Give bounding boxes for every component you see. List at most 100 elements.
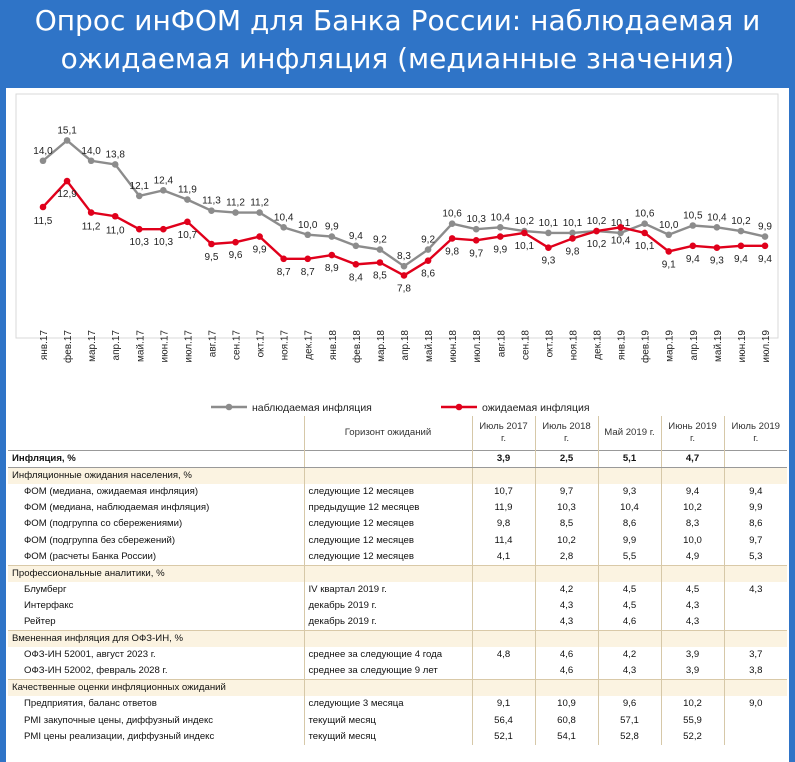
value-cell: 52,8 xyxy=(597,728,661,745)
series-1-point xyxy=(737,227,745,235)
row-label: Качественные оценки инфляционных ожидани… xyxy=(8,679,304,697)
value-cell: 4,3 xyxy=(534,613,598,631)
series-2-data-label: 9,6 xyxy=(229,250,243,261)
value-cell xyxy=(723,564,787,582)
value-cell: 4,3 xyxy=(723,581,787,598)
inflation-table: Горизонт ожиданий Июль 2017 г. Июль 2018 г… xyxy=(8,416,787,745)
value-cell: 4,2 xyxy=(597,647,661,664)
series-2-point xyxy=(328,251,336,259)
table-row: ОФЗ-ИН 52001, август 2023 г. среднее за с… xyxy=(8,647,787,664)
series-1-data-label: 10,6 xyxy=(442,209,462,220)
row-label: PMI цены реализации, диффузный индекс xyxy=(24,730,215,742)
series-2-point xyxy=(641,229,648,237)
x-tick-label: июн.17 xyxy=(159,330,170,363)
row-label: Вмененная инфляция для ОФЗ-ИН, % xyxy=(8,630,304,648)
value-cell: 10,9 xyxy=(534,696,598,713)
series-2-data-label: 9,4 xyxy=(734,254,748,265)
series-1-data-label: 14,0 xyxy=(33,146,53,157)
value-cell: 60,8 xyxy=(534,712,598,729)
series-2-data-label: 9,3 xyxy=(710,256,724,267)
series-1-data-label: 10,1 xyxy=(563,218,583,229)
series-1-data-label: 9,2 xyxy=(421,235,435,246)
row-label: Профессиональные аналитики, % xyxy=(8,564,304,582)
series-2-data-label: 10,4 xyxy=(611,235,631,246)
value-cell: 2,5 xyxy=(534,449,598,469)
x-tick-label: апр.18 xyxy=(400,330,411,361)
series-1-point xyxy=(496,224,504,231)
value-cell: 9,4 xyxy=(723,484,787,501)
series-line-1 xyxy=(42,138,766,268)
series-2-data-label: 12,9 xyxy=(57,189,77,200)
row-label: PMI закупочные цены, диффузный индекс xyxy=(24,714,214,726)
value-cell xyxy=(723,728,787,745)
value-cell: 4,3 xyxy=(660,613,724,631)
value-cell xyxy=(723,613,787,631)
value-cell: 8,6 xyxy=(723,516,787,533)
series-2-point xyxy=(280,255,287,263)
series-1-point xyxy=(376,246,384,253)
series-1-point xyxy=(713,224,721,231)
table-section-row: Качественные оценки инфляционных ожидани… xyxy=(8,679,787,697)
series-2-point xyxy=(472,237,480,244)
table-row: ФОМ (медиана, ожидаемая инфляция) следующ… xyxy=(8,484,787,501)
horizon-cell: следующие 12 месяцев xyxy=(303,484,472,501)
x-tick-label: янв.17 xyxy=(39,330,50,361)
series-2-data-label: 11,2 xyxy=(82,222,101,233)
value-cell xyxy=(534,564,598,582)
plot-area xyxy=(15,93,779,339)
table-section-row: Инфляционные ожидания населения, % xyxy=(8,467,787,485)
horizon-cell: следующие 12 месяцев xyxy=(303,548,472,566)
series-1-point xyxy=(135,192,143,200)
series-1-data-label: 10,0 xyxy=(298,220,318,231)
value-cell: 3,9 xyxy=(660,647,724,664)
series-2-point xyxy=(135,225,143,233)
series-1-data-label: 14,0 xyxy=(81,146,101,157)
series-2-point xyxy=(352,261,360,268)
series-1-point xyxy=(208,207,215,214)
table-row: ОФЗ-ИН 52002, февраль 2028 г. среднее за … xyxy=(8,663,787,680)
table-row: Рейтер декабрь 2019 г. 4,3 4,6 4,3 xyxy=(8,613,787,631)
series-2-point xyxy=(304,255,312,263)
series-1-data-label: 11,2 xyxy=(226,198,245,209)
series-1-point xyxy=(761,233,769,240)
value-cell xyxy=(723,449,787,469)
series-2-point xyxy=(569,235,576,242)
value-cell: 4,6 xyxy=(534,647,598,664)
value-cell xyxy=(660,630,724,648)
value-cell: 10,2 xyxy=(660,696,724,713)
x-tick-label: сен.17 xyxy=(232,330,243,360)
legend-label-2: ожидаемая инфляция xyxy=(482,402,590,414)
series-2-data-label: 9,5 xyxy=(205,252,219,263)
series-2-point xyxy=(376,259,384,266)
x-tick-label: май.17 xyxy=(135,330,146,362)
value-cell: 4,7 xyxy=(660,449,724,469)
series-1-point xyxy=(545,229,552,237)
value-cell xyxy=(597,467,661,485)
series-2-data-label: 9,7 xyxy=(469,248,483,259)
table-section-row: Профессиональные аналитики, % xyxy=(8,564,787,582)
value-cell: 9,7 xyxy=(723,532,787,549)
table-row: ФОМ (подгруппа со сбережениями) следующие… xyxy=(8,516,787,533)
value-cell: 4,3 xyxy=(597,663,661,680)
table-row: PMI закупочные цены, диффузный индекс тек… xyxy=(8,712,787,729)
table-header-row: Горизонт ожиданий Июль 2017 г. Июль 2018 г… xyxy=(8,416,787,451)
value-cell: Июнь 2019 г. xyxy=(660,416,724,451)
series-1-data-label: 10,6 xyxy=(635,209,655,220)
x-tick-label: май.18 xyxy=(424,330,435,362)
value-cell: 4,1 xyxy=(471,548,535,566)
value-cell xyxy=(723,630,787,648)
row-label: ОФЗ-ИН 52001, август 2023 г. xyxy=(24,649,156,661)
x-tick-label: фев.19 xyxy=(640,330,652,363)
table-row: ФОМ (подгруппа без сбережений) следующие … xyxy=(8,532,787,549)
row-label: ФОМ (медиана, наблюдаемая инфляция) xyxy=(24,502,210,514)
row-label: Интерфакс xyxy=(24,599,74,611)
horizon-cell: среднее за следующие 9 лет xyxy=(303,663,472,680)
value-cell: Июль 2017 г. xyxy=(471,416,535,451)
value-cell xyxy=(471,581,535,598)
series-1-point xyxy=(87,157,95,165)
value-cell: 3,8 xyxy=(723,663,787,680)
series-1-data-label: 10,5 xyxy=(683,211,703,222)
x-tick-label: янв.18 xyxy=(328,330,339,361)
series-2-point xyxy=(184,218,191,226)
x-tick-label: янв.19 xyxy=(617,330,628,361)
